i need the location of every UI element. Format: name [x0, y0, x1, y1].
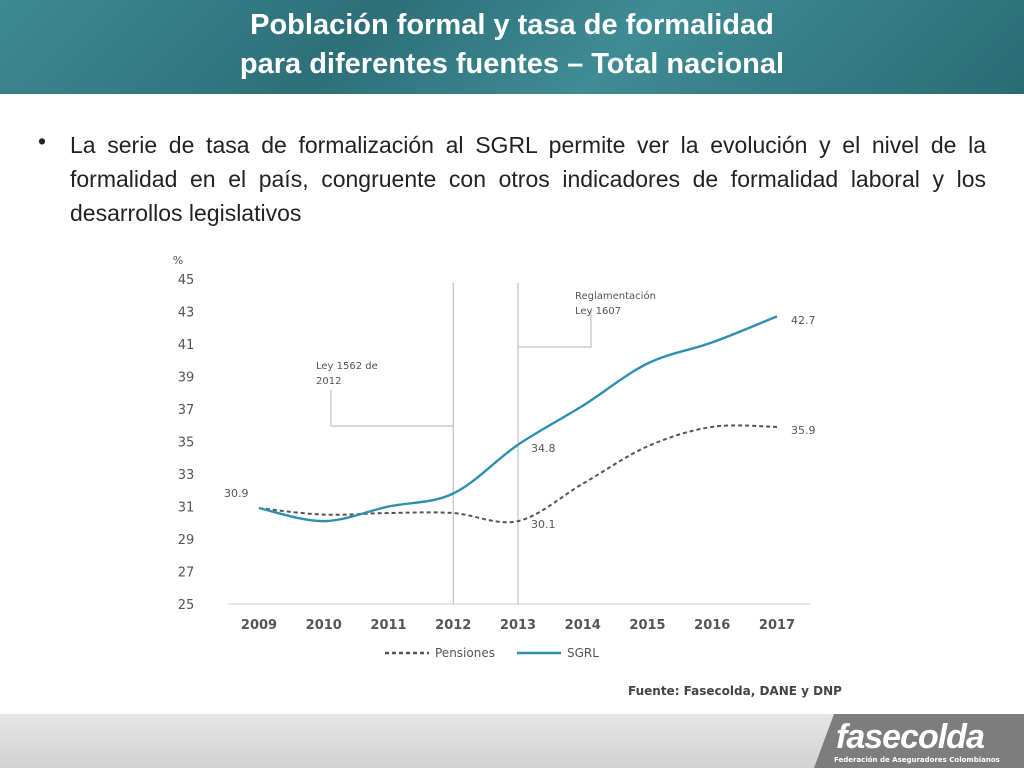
fasecolda-logo: fasecolda: [836, 718, 985, 756]
annotation-text: Ley 1607: [575, 306, 621, 317]
y-tick-label: 41: [178, 338, 195, 353]
y-axis-label: %: [173, 254, 183, 267]
y-tick-label: 37: [178, 403, 195, 418]
x-tick-label: 2015: [629, 618, 665, 633]
series-line-pensiones: [258, 424, 778, 524]
data-label: 30.9: [224, 487, 249, 500]
legend-label-sgrl: SGRL: [567, 646, 599, 660]
annotation-leader: [518, 311, 592, 348]
header-banner: Población formal y tasa de formalidad pa…: [0, 0, 1024, 94]
y-tick-label: 35: [178, 436, 195, 451]
x-tick-label: 2016: [694, 618, 730, 633]
x-tick-label: 2009: [241, 618, 277, 633]
y-tick-label: 43: [178, 306, 195, 321]
body-paragraph: La serie de tasa de formalización al SGR…: [70, 132, 986, 226]
y-tick-label: 39: [178, 371, 195, 386]
x-tick-label: 2017: [759, 618, 795, 633]
y-tick-label: 29: [178, 533, 195, 548]
data-label: 34.8: [531, 442, 556, 455]
y-tick-label: 27: [178, 566, 195, 581]
page-title-line1: Población formal y tasa de formalidad: [250, 9, 774, 41]
annotation-text: Reglamentación: [575, 290, 656, 302]
line-chart: % 25 27 29 31 33 35 37 39 41 43 45 2009 2010 2011 2012…: [173, 254, 816, 660]
x-tick-label: 2012: [435, 618, 471, 633]
logo-subtitle: Federación de Aseguradores Colombianos: [834, 756, 1000, 764]
data-label: 35.9: [791, 424, 816, 437]
legend-label-pensiones: Pensiones: [435, 646, 495, 660]
series-line-sgrl: [258, 315, 778, 523]
y-tick-label: 25: [178, 598, 195, 613]
page-title-line2: para diferentes fuentes – Total nacional: [239, 48, 785, 80]
annotation-text: Ley 1562 de: [316, 361, 378, 372]
y-tick-label: 45: [178, 273, 195, 288]
bullet-icon: •: [38, 128, 47, 154]
annotation-leader: [330, 390, 454, 427]
x-tick-label: 2011: [370, 618, 406, 633]
y-tick-label: 31: [178, 501, 195, 516]
x-tick-label: 2010: [306, 618, 342, 633]
x-tick-label: 2014: [565, 618, 601, 633]
y-tick-label: 33: [178, 468, 195, 483]
data-label: 42.7: [791, 314, 816, 327]
annotation-text: 2012: [316, 376, 341, 387]
chart-source: Fuente: Fasecolda, DANE y DNP: [628, 684, 842, 698]
x-tick-label: 2013: [500, 618, 536, 633]
logo-background: [814, 714, 1024, 768]
data-label: 30.1: [531, 518, 556, 531]
page-title: Población formal y tasa de formalidad pa…: [0, 6, 1024, 84]
